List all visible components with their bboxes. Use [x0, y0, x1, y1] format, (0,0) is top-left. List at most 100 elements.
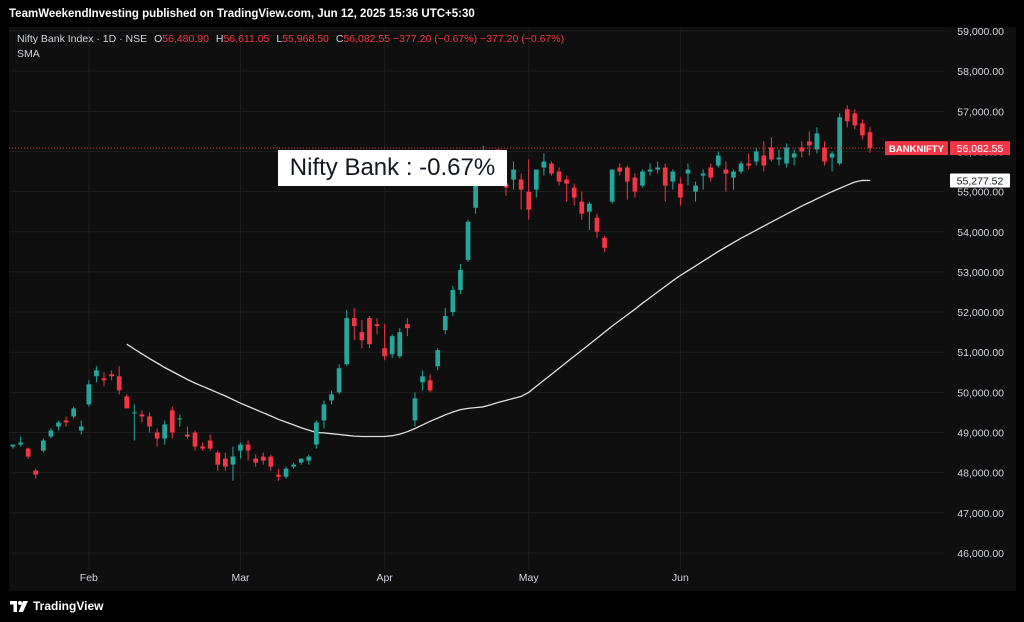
candle-body [746, 163, 752, 166]
candle [473, 183, 478, 214]
candle-body [708, 167, 714, 178]
candle-body [556, 171, 562, 182]
candle [18, 436, 23, 447]
candle [860, 119, 865, 140]
candle [435, 348, 441, 371]
candle-body [48, 430, 54, 437]
time-tick-label: Feb [80, 572, 98, 584]
candle [662, 163, 668, 202]
candle [587, 201, 592, 230]
candle [40, 438, 46, 453]
candle [814, 127, 820, 154]
candle [306, 454, 312, 465]
candle-body [678, 183, 683, 198]
time-tick-label: Mar [231, 572, 250, 584]
grid [9, 27, 944, 570]
time-tick-label: Apr [376, 572, 393, 584]
candle [511, 161, 516, 190]
candle [86, 380, 92, 407]
brand-name: TradingView [33, 599, 104, 613]
candle [200, 442, 205, 451]
candle-body [685, 169, 691, 174]
candle [655, 161, 660, 174]
candle-body [715, 155, 721, 166]
candle [670, 169, 676, 190]
candle-body [56, 422, 61, 427]
candle [162, 420, 168, 445]
candle [276, 468, 281, 481]
candle-body [602, 237, 607, 248]
candle [283, 466, 289, 479]
candle [769, 137, 774, 162]
candle [48, 428, 54, 439]
candle-body [71, 408, 77, 417]
candle [374, 318, 380, 335]
candle [314, 420, 319, 449]
candle [458, 263, 463, 294]
candle-body [571, 187, 577, 198]
price-tick-label: 59,000.00 [957, 26, 1004, 38]
candle-body [867, 132, 873, 149]
candle-body [435, 350, 441, 367]
candle [738, 161, 744, 174]
time-tick-label: Jun [672, 572, 689, 584]
candle [609, 169, 615, 204]
candle-body [382, 348, 387, 357]
candle [753, 147, 759, 166]
sma-layer [126, 179, 871, 438]
candle [405, 318, 410, 337]
price-tick-label: 53,000.00 [957, 267, 1004, 279]
tradingview-logo[interactable]: TradingView [10, 599, 103, 613]
candle-body [541, 161, 547, 168]
candle-body [587, 203, 592, 212]
candle-body [314, 422, 319, 445]
candle-body [814, 133, 820, 150]
high-label: H [215, 33, 224, 45]
price-axis: 46,000.00 47,000.00 48,000.00 49,000.00 50,0… [957, 26, 1004, 560]
candle [253, 454, 259, 467]
candle-body [336, 368, 342, 393]
price-tags: BANKNIFTY 56,082.55 55,277.52 [9, 141, 1010, 188]
candle-body [511, 169, 516, 180]
candle-body [655, 167, 660, 170]
candle-body [276, 474, 281, 477]
candle-body [78, 426, 84, 431]
sma-legend[interactable]: SMA [17, 48, 40, 60]
candle-body [230, 456, 236, 465]
sma-tag-bg [950, 173, 1010, 188]
candle-body [162, 424, 168, 439]
candle-body [731, 171, 736, 178]
candle [207, 434, 213, 451]
candle [169, 406, 175, 439]
candle-body [632, 177, 638, 192]
candle [602, 235, 607, 252]
candle-body [139, 414, 145, 417]
candle-body [389, 336, 395, 355]
candle [238, 442, 243, 459]
candle [556, 167, 562, 186]
candle [230, 446, 236, 481]
candle [579, 191, 585, 220]
candle-body [405, 324, 410, 329]
candle-body [860, 123, 865, 136]
tradingview-icon [10, 600, 28, 612]
candle [336, 364, 342, 395]
candle-body [427, 380, 433, 391]
symbol-name[interactable]: Nifty Bank Index · 1D · NSE [17, 33, 148, 45]
candle [344, 310, 350, 367]
candle-body [169, 410, 175, 433]
candle [215, 450, 221, 471]
high-value: 56,611.05 [223, 33, 270, 45]
candle-body [283, 468, 289, 477]
price-tick-label: 48,000.00 [957, 468, 1004, 480]
candle [412, 392, 418, 427]
candle-body [609, 169, 615, 202]
candle [678, 177, 683, 206]
published-header: TeamWeekendInvesting published on Tradin… [9, 8, 475, 20]
time-axis: Feb Mar Apr May Jun [80, 572, 689, 584]
candle [420, 370, 425, 391]
candle [632, 173, 638, 198]
candle [715, 151, 721, 168]
candle [298, 458, 304, 465]
